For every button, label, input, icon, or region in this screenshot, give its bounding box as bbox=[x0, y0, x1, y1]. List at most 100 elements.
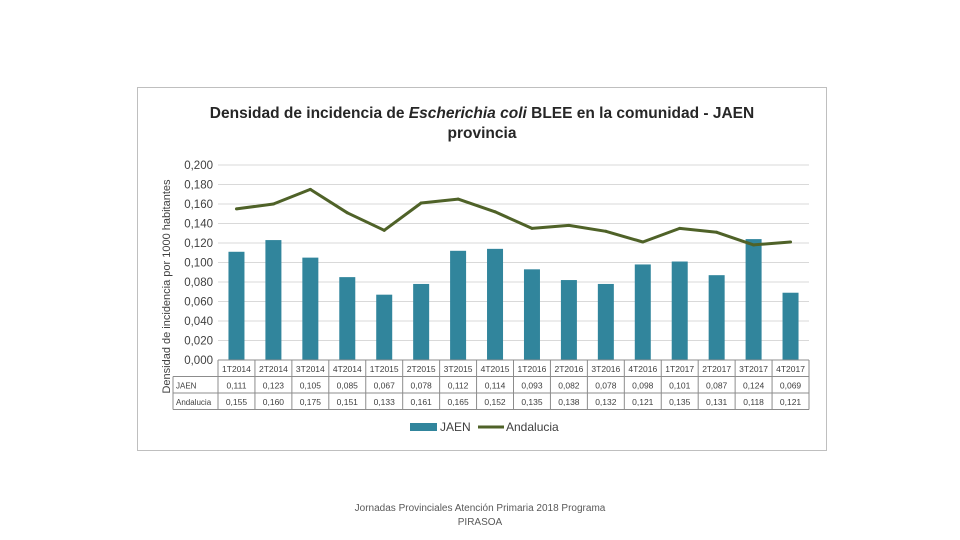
x-tick-label: 3T2017 bbox=[739, 364, 768, 374]
x-tick-label: 1T2016 bbox=[518, 364, 547, 374]
bar bbox=[450, 250, 467, 360]
table-cell: 0,069 bbox=[780, 381, 802, 391]
x-tick-label: 2T2016 bbox=[554, 364, 583, 374]
table-cell: 0,121 bbox=[632, 397, 654, 407]
bar-series-jaen bbox=[228, 239, 799, 360]
line-point bbox=[567, 223, 571, 227]
footer-caption: Jornadas Provinciales Atención Primaria … bbox=[300, 502, 660, 530]
table-cell: 0,152 bbox=[484, 397, 506, 407]
y-tick-label: 0,020 bbox=[184, 336, 213, 348]
line-point bbox=[456, 197, 460, 201]
chart-title-part-3: BLEE en la comunidad - JAEN bbox=[526, 105, 755, 122]
legend-label-andalucia: Andalucia bbox=[506, 420, 559, 434]
y-tick-label: 0,200 bbox=[184, 160, 213, 172]
table-cell: 0,098 bbox=[632, 381, 654, 391]
x-tick-label: 1T2014 bbox=[222, 364, 251, 374]
table-cell: 0,155 bbox=[226, 397, 248, 407]
x-tick-label: 2T2014 bbox=[259, 364, 288, 374]
chart-title-part-1: Densidad de incidencia de bbox=[209, 105, 409, 122]
table-cell: 0,112 bbox=[448, 381, 469, 391]
x-tick-label: 1T2017 bbox=[665, 364, 694, 374]
table-cell: 0,093 bbox=[521, 381, 543, 391]
chart-title: Densidad de incidencia de Escherichia co… bbox=[138, 104, 826, 144]
table-row-label: JAEN bbox=[176, 382, 197, 391]
line-point bbox=[493, 210, 497, 214]
bar bbox=[745, 239, 762, 360]
line-point bbox=[271, 202, 275, 206]
table-cell: 0,161 bbox=[411, 397, 433, 407]
table-cell: 0,124 bbox=[743, 381, 765, 391]
table-cell: 0,121 bbox=[780, 397, 802, 407]
table-cell: 0,138 bbox=[558, 397, 580, 407]
y-tick-label: 0,100 bbox=[184, 258, 213, 270]
line-point bbox=[752, 243, 756, 247]
line-andalucia bbox=[236, 187, 791, 247]
line-point bbox=[641, 240, 645, 244]
y-tick-label: 0,180 bbox=[184, 180, 213, 192]
table-cell: 0,131 bbox=[706, 397, 728, 407]
line-point bbox=[382, 228, 386, 232]
line-point bbox=[789, 240, 793, 244]
bar bbox=[597, 283, 614, 360]
line-series-andalucia bbox=[234, 187, 793, 247]
bar bbox=[782, 292, 799, 360]
table-cell: 0,085 bbox=[337, 381, 359, 391]
table-cell: 0,078 bbox=[595, 381, 617, 391]
chart-title-species: Escherichia coli bbox=[408, 105, 527, 122]
x-tick-label: 4T2016 bbox=[628, 364, 657, 374]
y-tick-label: 0,000 bbox=[184, 355, 213, 367]
x-tick-label: 4T2017 bbox=[776, 364, 805, 374]
bar bbox=[413, 283, 430, 360]
line-point bbox=[715, 230, 719, 234]
table-row-label: Andalucia bbox=[176, 398, 212, 407]
table-cell: 0,132 bbox=[595, 397, 617, 407]
bar bbox=[487, 248, 504, 360]
line-point bbox=[604, 229, 608, 233]
x-tick-label: 3T2015 bbox=[444, 364, 473, 374]
table-cell: 0,114 bbox=[485, 381, 506, 391]
y-axis-title: Densidad de incidencia por 1000 habitant… bbox=[161, 179, 173, 394]
y-tick-label: 0,160 bbox=[184, 199, 213, 211]
line-point bbox=[419, 201, 423, 205]
bar bbox=[339, 277, 356, 360]
x-tick-label: 4T2014 bbox=[333, 364, 362, 374]
chart-frame: Densidad de incidencia de Escherichia co… bbox=[137, 87, 827, 451]
table-cell: 0,082 bbox=[558, 381, 580, 391]
x-tick-label: 2T2017 bbox=[702, 364, 731, 374]
table-cell: 0,078 bbox=[411, 381, 433, 391]
table-cell: 0,111 bbox=[226, 381, 246, 391]
legend: JAEN Andalucia bbox=[410, 420, 559, 434]
footer-line-1: Jornadas Provinciales Atención Primaria … bbox=[354, 503, 606, 514]
bar bbox=[376, 294, 393, 360]
y-tick-label: 0,060 bbox=[184, 297, 213, 309]
table-cell: 0,135 bbox=[669, 397, 691, 407]
y-tick-label: 0,140 bbox=[184, 219, 213, 231]
bar bbox=[634, 264, 651, 360]
line-point bbox=[678, 226, 682, 230]
bar bbox=[228, 251, 245, 360]
bar bbox=[523, 269, 540, 360]
x-tick-label: 2T2015 bbox=[407, 364, 436, 374]
table-cell: 0,160 bbox=[263, 397, 285, 407]
bar bbox=[708, 275, 725, 360]
bar bbox=[302, 257, 319, 360]
table-cell: 0,123 bbox=[263, 381, 285, 391]
x-tick-label: 1T2015 bbox=[370, 364, 399, 374]
table-cell: 0,118 bbox=[743, 397, 764, 407]
data-table: 1T2014 2T2014 3T2014 4T2014 1T2015 2T2015 3T20… bbox=[172, 359, 810, 410]
bar bbox=[560, 280, 577, 360]
table-cell: 0,101 bbox=[669, 381, 691, 391]
table-cell: 0,151 bbox=[337, 397, 359, 407]
table-cell: 0,135 bbox=[521, 397, 543, 407]
line-point bbox=[530, 226, 534, 230]
line-point bbox=[234, 207, 238, 211]
x-tick-label: 4T2015 bbox=[481, 364, 510, 374]
x-tick-label: 3T2016 bbox=[591, 364, 620, 374]
table-cell: 0,165 bbox=[447, 397, 469, 407]
table-cell: 0,087 bbox=[706, 381, 728, 391]
legend-label-jaen: JAEN bbox=[440, 420, 471, 434]
x-tick-label: 3T2014 bbox=[296, 364, 325, 374]
bar bbox=[265, 240, 282, 360]
y-axis: 0,000 0,020 0,040 0,060 0,080 0,100 0,120 0,140… bbox=[161, 160, 213, 394]
bar bbox=[671, 261, 688, 360]
